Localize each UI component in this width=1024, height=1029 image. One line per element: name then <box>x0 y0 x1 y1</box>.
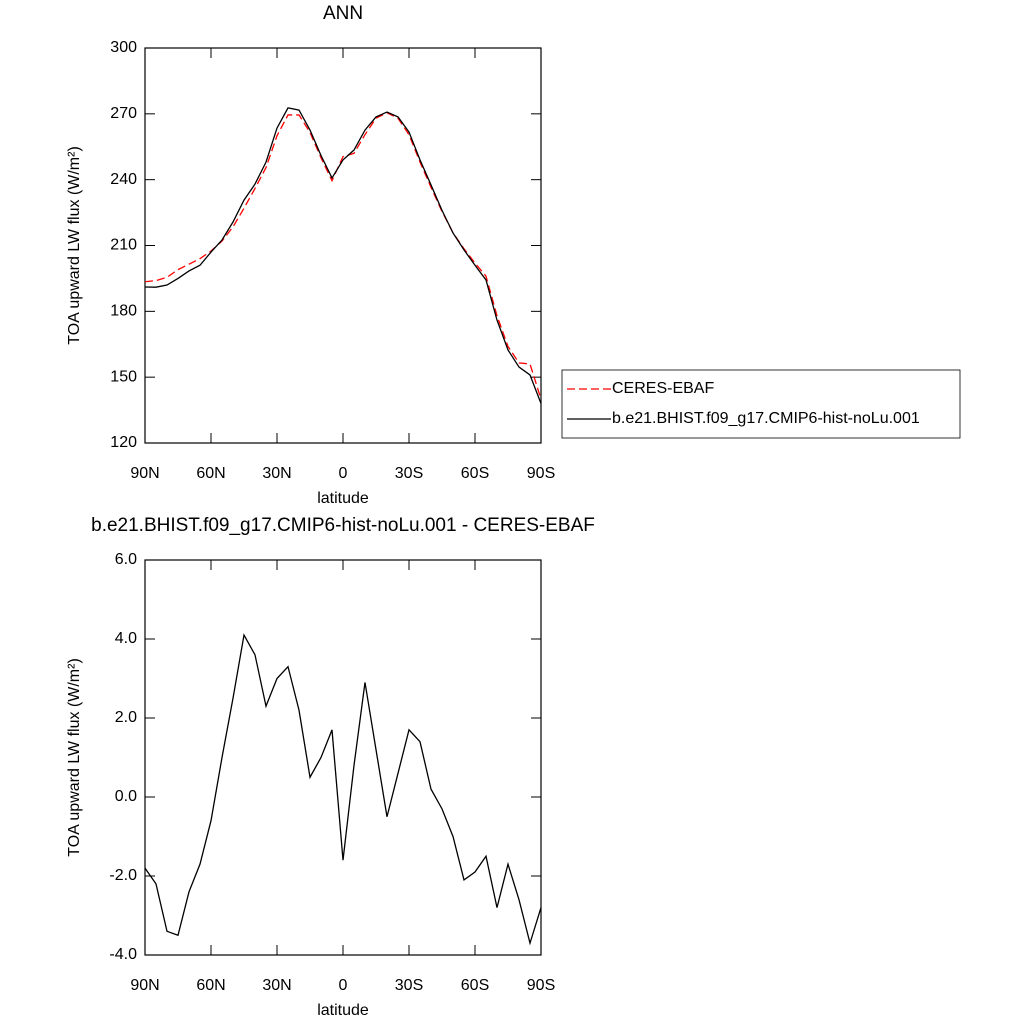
x-tick-label: 60N <box>196 977 225 994</box>
legend-box <box>561 369 961 439</box>
x-tick-label: 60S <box>461 465 489 482</box>
x-tick-label: 60N <box>196 465 225 482</box>
x-tick-label: 60S <box>461 977 489 994</box>
x-tick-label: 90S <box>527 977 555 994</box>
y-tick-label: -4.0 <box>109 946 137 963</box>
y-tick-label: 300 <box>110 39 137 56</box>
x-tick-label: 30N <box>262 977 291 994</box>
x-tick-label: 90N <box>130 465 159 482</box>
plot-frame <box>144 47 542 444</box>
data-line <box>144 633 542 946</box>
y-tick-label: 270 <box>110 105 137 122</box>
y-axis-label: TOA upward LW flux (W/m²) <box>66 658 83 857</box>
x-tick-label: 90S <box>527 465 555 482</box>
y-tick-label: 150 <box>110 368 137 385</box>
x-tick-label: 0 <box>339 977 348 994</box>
y-tick-label: 4.0 <box>115 630 137 647</box>
plot-frame <box>144 559 542 956</box>
x-tick-label: 30N <box>262 465 291 482</box>
x-axis-label: latitude <box>317 1002 369 1019</box>
data-line <box>144 107 542 404</box>
x-tick-label: 90N <box>130 977 159 994</box>
chart-title: b.e21.BHIST.f09_g17.CMIP6-hist-noLu.001 … <box>91 515 595 536</box>
x-tick-label: 30S <box>395 465 423 482</box>
y-tick-label: 2.0 <box>115 709 137 726</box>
x-axis-label: latitude <box>317 490 369 507</box>
legend-label: CERES-EBAF <box>612 380 714 397</box>
y-tick-label: 120 <box>110 434 137 451</box>
y-tick-label: -2.0 <box>109 867 137 884</box>
x-tick-label: 0 <box>339 465 348 482</box>
legend-label: b.e21.BHIST.f09_g17.CMIP6-hist-noLu.001 <box>612 410 920 427</box>
y-tick-label: 210 <box>110 237 137 254</box>
chart-title: ANN <box>323 3 363 24</box>
y-tick-label: 6.0 <box>115 551 137 568</box>
y-tick-label: 240 <box>110 171 137 188</box>
y-axis-label: TOA upward LW flux (W/m²) <box>66 146 83 345</box>
data-line <box>144 112 542 400</box>
y-tick-label: 180 <box>110 303 137 320</box>
x-tick-label: 30S <box>395 977 423 994</box>
y-tick-label: 0.0 <box>115 788 137 805</box>
